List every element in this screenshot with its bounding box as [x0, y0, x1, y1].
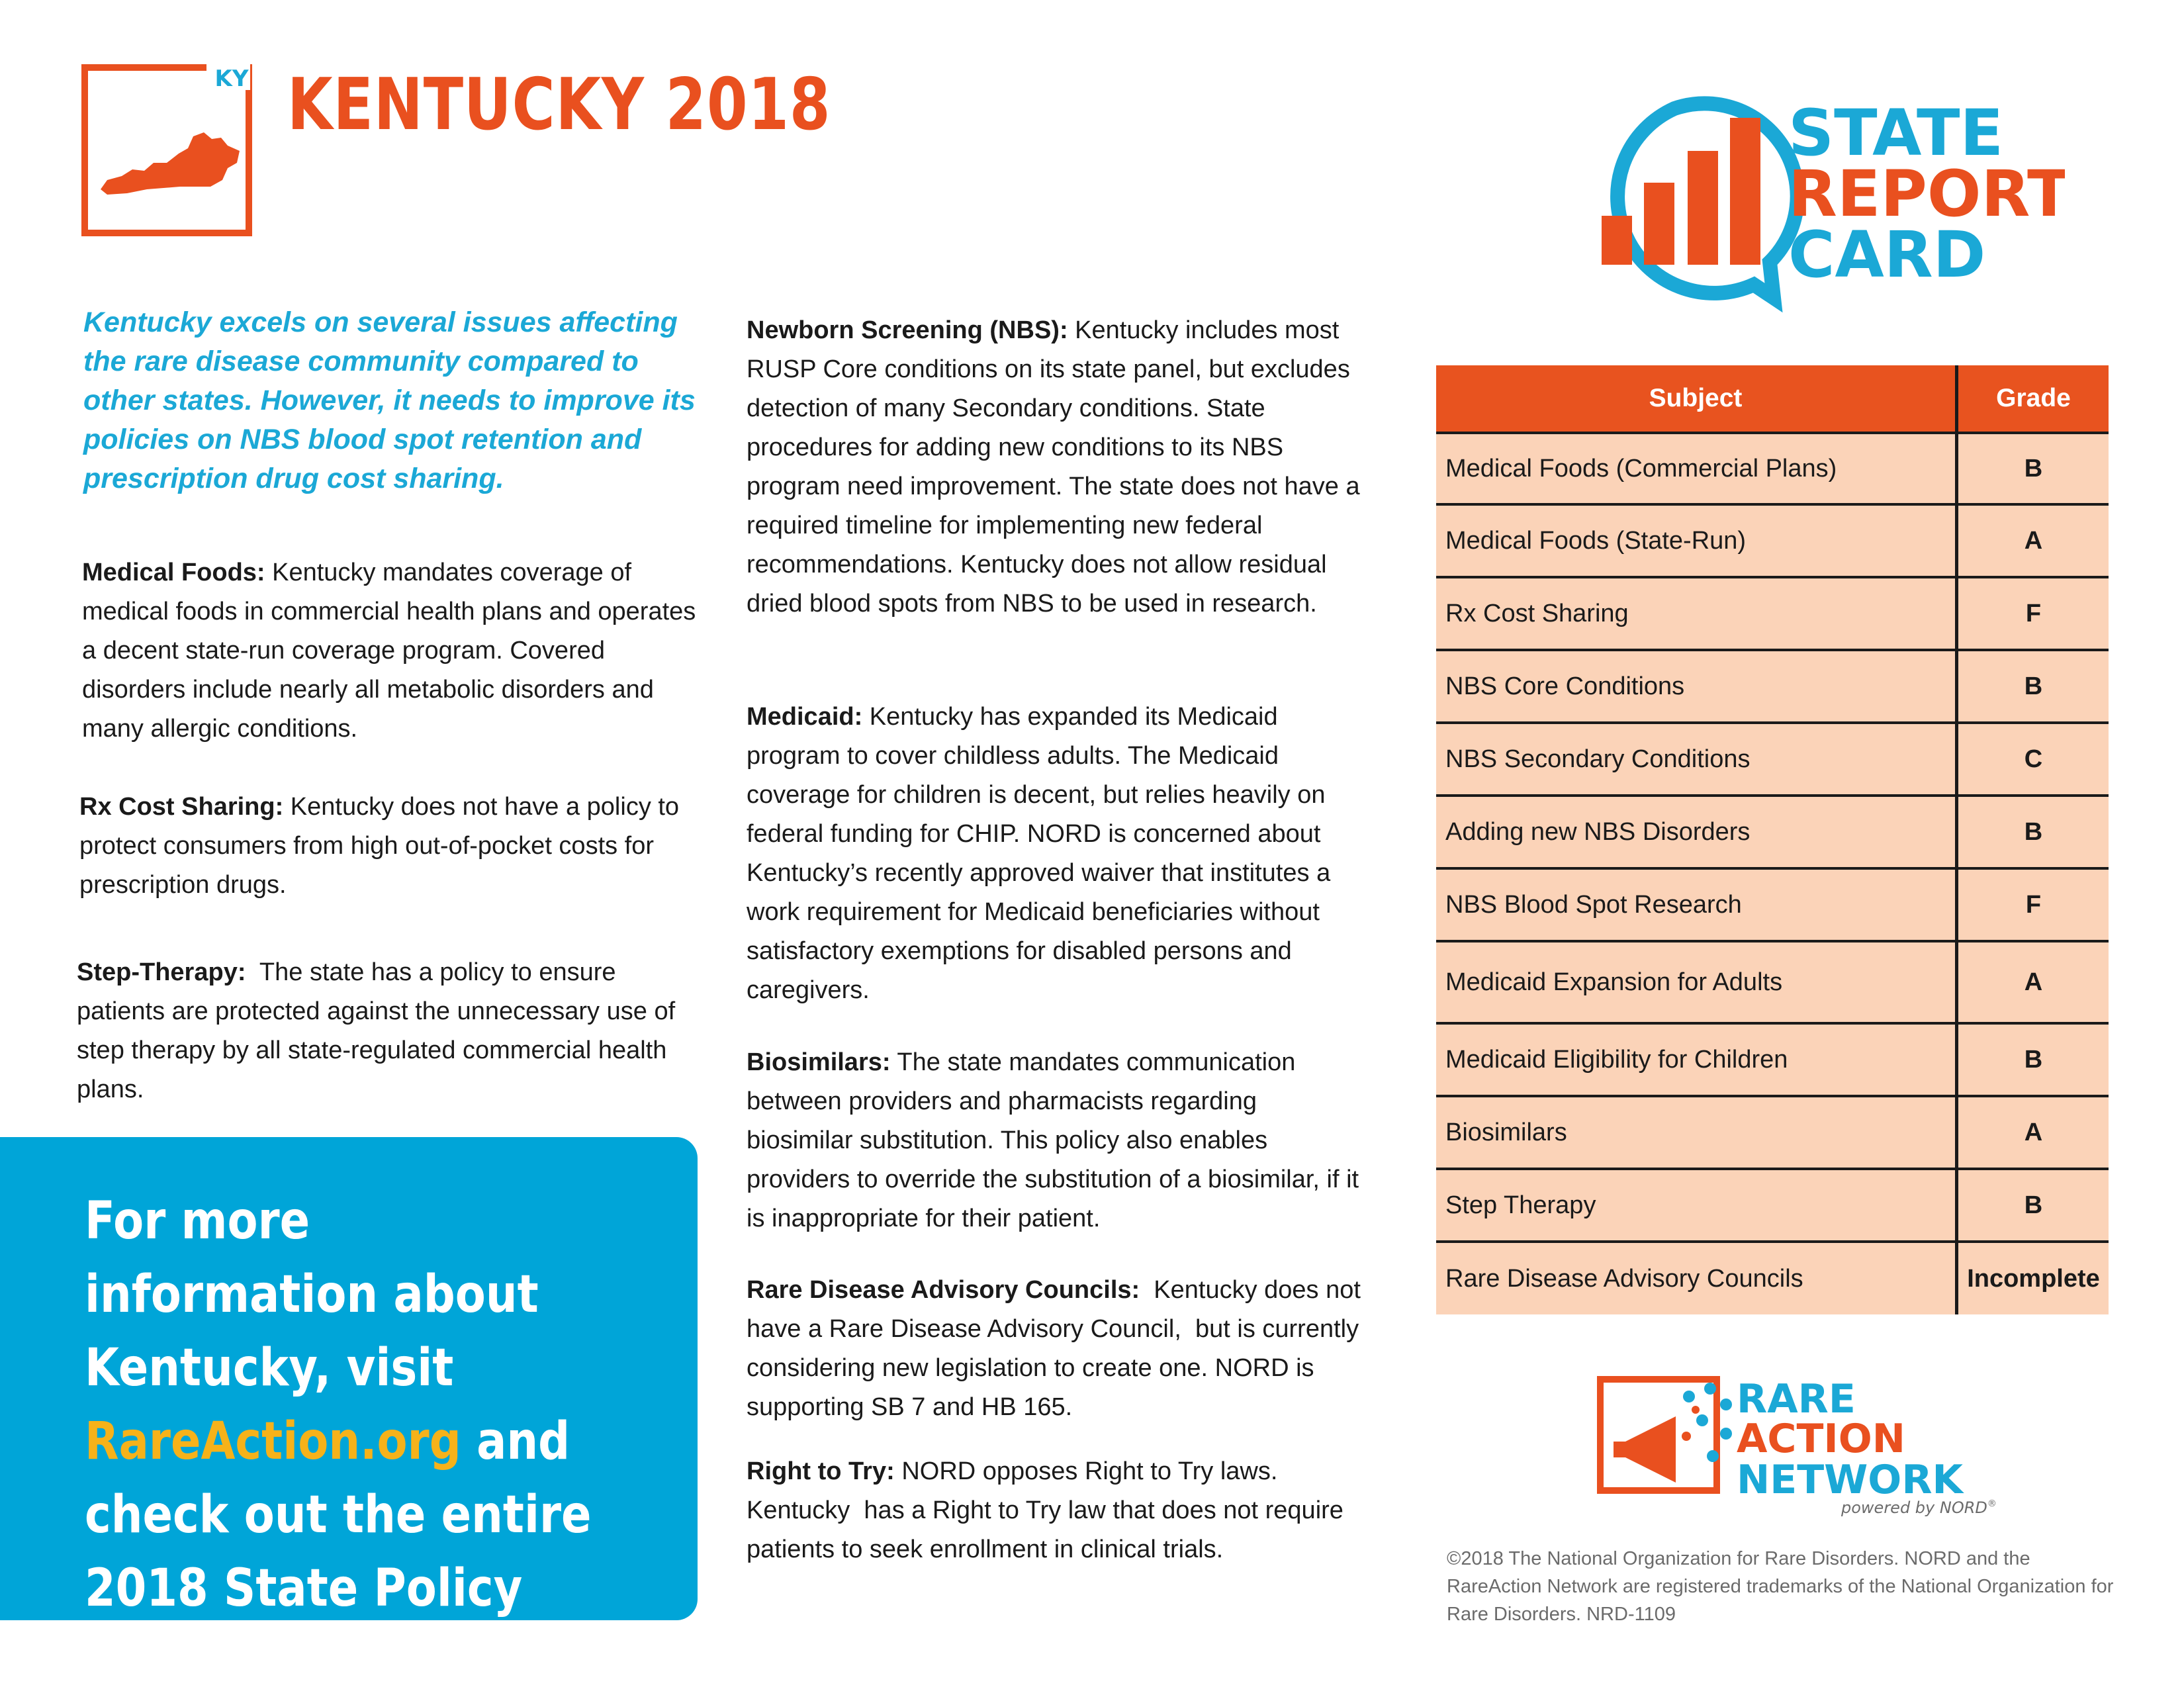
- section-medical-foods: Medical Foods: Kentucky mandates coverag…: [82, 553, 698, 749]
- section-text: Kentucky includes most RUSP Core conditi…: [747, 316, 1360, 618]
- column-header-grade: Grade: [1956, 365, 2109, 434]
- bar-chart-icon: [1602, 118, 1760, 265]
- grade-cell: A: [1956, 504, 2109, 578]
- section-medicaid: Medicaid: Kentucky has expanded its Medi…: [747, 698, 1369, 1010]
- registered-mark: ®: [1987, 1498, 1997, 1509]
- speech-bubble-icon: [1610, 96, 1805, 313]
- page-title: KENTUCKY 2018: [287, 64, 831, 146]
- megaphone-icon: [1614, 1416, 1676, 1483]
- grade-cell: A: [1956, 1096, 2109, 1170]
- logo-line-state: STATE: [1788, 96, 2003, 170]
- grade-cell: B: [1956, 433, 2109, 506]
- grade-cell: F: [1956, 577, 2109, 651]
- section-label: Right to Try:: [747, 1457, 895, 1485]
- state-abbrev: KY: [215, 66, 249, 92]
- section-text: Kentucky mandates coverage of medical fo…: [82, 559, 696, 743]
- section-label: Biosimilars:: [747, 1048, 891, 1076]
- logo-line-rare: RARE: [1737, 1376, 1856, 1422]
- table-row: Adding new NBS Disorders B: [1436, 796, 2109, 870]
- section-text: The state has a policy to ensure patient…: [77, 958, 682, 1103]
- logo-line-card: CARD: [1788, 218, 1985, 292]
- logo-line-report: REPORT: [1788, 157, 2065, 231]
- table-header-row: Subject Grade: [1436, 365, 2109, 434]
- subject-cell: NBS Secondary Conditions: [1436, 723, 1958, 797]
- kentucky-map-icon: [101, 132, 240, 195]
- table-row: Step Therapy B: [1436, 1169, 2109, 1243]
- subject-cell: Medicaid Eligibility for Children: [1436, 1023, 1958, 1097]
- section-label: Rare Disease Advisory Councils:: [747, 1276, 1140, 1304]
- rare-action-network-logo: RARE ACTION NETWORK powered by NORD®: [1597, 1376, 1997, 1517]
- grade-cell: F: [1956, 868, 2109, 942]
- grade-cell: B: [1956, 1169, 2109, 1243]
- more-info-after: and check out the entire 2018 State Poli…: [85, 1412, 592, 1692]
- subject-cell: Rx Cost Sharing: [1436, 577, 1958, 651]
- section-label: Newborn Screening (NBS):: [747, 316, 1068, 344]
- section-right-to-try: Right to Try: NORD opposes Right to Try …: [747, 1452, 1369, 1569]
- more-info-panel: [0, 1137, 698, 1620]
- molecule-dots-icon: [1682, 1383, 1732, 1462]
- section-text: NORD opposes Right to Try laws. Kentucky…: [747, 1457, 1351, 1563]
- grade-cell: A: [1956, 941, 2109, 1025]
- subject-cell: Medicaid Expansion for Adults: [1436, 941, 1958, 1025]
- logo-line-network: NETWORK: [1737, 1457, 1965, 1503]
- table-row: Medicaid Expansion for Adults A: [1436, 941, 2109, 1025]
- table-row: Rare Disease Advisory Councils Incomplete: [1436, 1242, 2109, 1314]
- table-row: Rx Cost Sharing F: [1436, 577, 2109, 651]
- copyright-notice: ©2018 The National Organization for Rare…: [1447, 1548, 2114, 1625]
- logo-tagline-text: powered by NORD: [1841, 1498, 1987, 1517]
- section-label: Step-Therapy:: [77, 958, 246, 986]
- subject-cell: Biosimilars: [1436, 1096, 1958, 1170]
- grade-cell: Incomplete: [1956, 1242, 2109, 1314]
- section-text: Kentucky does not have a Rare Disease Ad…: [747, 1276, 1368, 1421]
- section-label: Medicaid:: [747, 703, 863, 731]
- table-row: NBS Secondary Conditions C: [1436, 723, 2109, 797]
- grade-cell: C: [1956, 723, 2109, 797]
- grade-cell: B: [1956, 650, 2109, 724]
- table-row: NBS Core Conditions B: [1436, 650, 2109, 724]
- rareaction-link[interactable]: RareAction.org: [85, 1412, 461, 1471]
- more-info-before: For more information about Kentucky, vis…: [85, 1191, 539, 1398]
- subject-cell: NBS Blood Spot Research: [1436, 868, 1958, 942]
- subject-cell: Adding new NBS Disorders: [1436, 796, 1958, 870]
- logo-line-action: ACTION: [1737, 1416, 1905, 1462]
- table-row: Biosimilars A: [1436, 1096, 2109, 1170]
- section-newborn-screening: Newborn Screening (NBS): Kentucky includ…: [747, 311, 1369, 623]
- section-rare-disease-councils: Rare Disease Advisory Councils: Kentucky…: [747, 1271, 1369, 1427]
- section-step-therapy: Step-Therapy: The state has a policy to …: [77, 953, 699, 1109]
- state-report-card-logo: STATE REPORT CARD: [1602, 96, 2065, 313]
- section-text: Kentucky does not have a policy to prote…: [79, 793, 680, 899]
- section-biosimilars: Biosimilars: The state mandates communic…: [747, 1043, 1369, 1238]
- subject-cell: Step Therapy: [1436, 1169, 1958, 1243]
- grade-table: Subject Grade Medical Foods (Commercial …: [1436, 365, 2109, 1314]
- more-info-text: For more information about Kentucky, vis…: [85, 1185, 608, 1699]
- subject-cell: Medical Foods (State-Run): [1436, 504, 1958, 578]
- subject-cell: Medical Foods (Commercial Plans): [1436, 433, 1958, 506]
- section-text: Kentucky has expanded its Medicaid progr…: [747, 703, 1331, 1004]
- grade-cell: B: [1956, 1023, 2109, 1097]
- table-row: Medical Foods (Commercial Plans) B: [1436, 433, 2109, 506]
- section-label: Rx Cost Sharing:: [79, 793, 284, 821]
- subject-cell: NBS Core Conditions: [1436, 650, 1958, 724]
- section-text: The state mandates communication between…: [747, 1048, 1359, 1232]
- table-row: NBS Blood Spot Research F: [1436, 868, 2109, 942]
- grade-cell: B: [1956, 796, 2109, 870]
- section-rx-cost-sharing: Rx Cost Sharing: Kentucky does not have …: [79, 788, 708, 905]
- table-row: Medicaid Eligibility for Children B: [1436, 1023, 2109, 1097]
- intro-summary: Kentucky excels on several issues affect…: [83, 306, 696, 494]
- kentucky-state-badge: KY: [81, 64, 252, 236]
- column-header-subject: Subject: [1436, 365, 1958, 434]
- logo-tagline: powered by NORD®: [1841, 1498, 1997, 1517]
- section-label: Medical Foods:: [82, 559, 265, 586]
- subject-cell: Rare Disease Advisory Councils: [1436, 1242, 1958, 1314]
- table-row: Medical Foods (State-Run) A: [1436, 504, 2109, 578]
